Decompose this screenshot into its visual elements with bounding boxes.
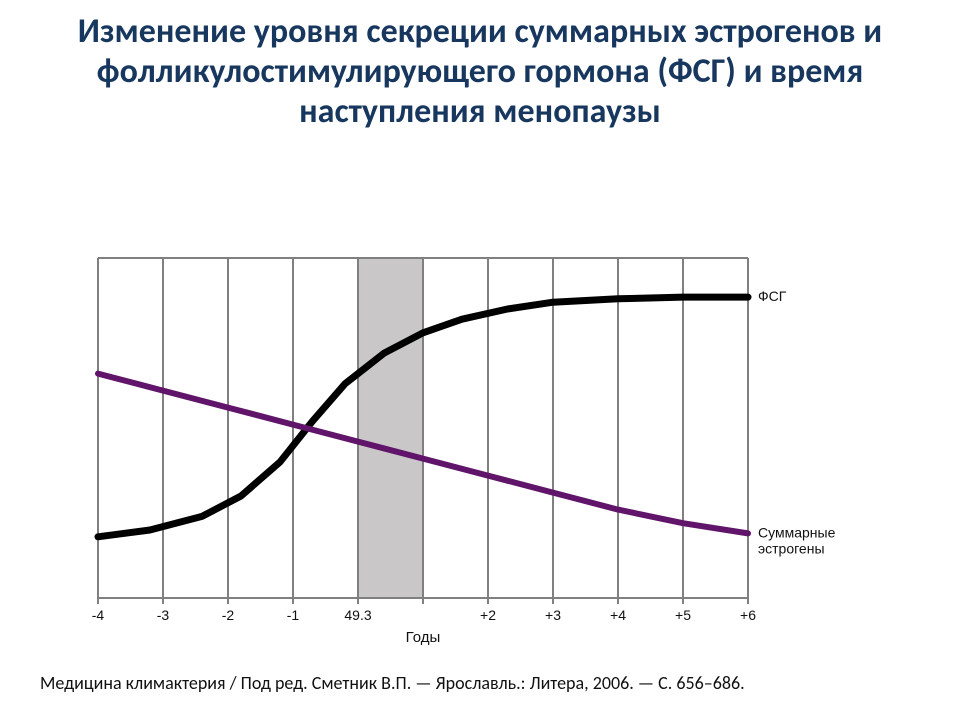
menopause-band <box>358 258 423 598</box>
x-tick-label: -4 <box>92 607 105 623</box>
slide: Изменение уровня секреции суммарных эстр… <box>0 0 960 720</box>
x-tick-label: +3 <box>545 607 561 623</box>
series-label: Суммарные <box>758 524 836 540</box>
x-axis-title: Годы <box>406 629 441 646</box>
x-tick-label: 49.3 <box>344 607 371 623</box>
series-label: ФСГ <box>758 288 787 304</box>
x-tick-label: +2 <box>480 607 496 623</box>
series-label: эстрогены <box>758 540 825 556</box>
hormone-chart: -4 -3 -2 -1 49.3 +2 +3 +4 +5 +6 Годы ФСГ Суммарныеэс… <box>78 252 882 656</box>
x-tick-label: -3 <box>157 607 170 623</box>
x-tick-label: +6 <box>740 607 756 623</box>
chart-svg: -4 -3 -2 -1 49.3 +2 +3 +4 +5 +6 Годы ФСГ Суммарныеэс… <box>78 252 882 656</box>
x-tick-label: +4 <box>610 607 626 623</box>
x-tick-label: -2 <box>222 607 235 623</box>
x-tick-label: -1 <box>287 607 300 623</box>
citation-text: Медицина климактерия / Под ред. Сметник … <box>40 672 745 694</box>
x-tick-label: +5 <box>675 607 691 623</box>
slide-title: Изменение уровня секреции суммарных эстр… <box>40 12 920 132</box>
